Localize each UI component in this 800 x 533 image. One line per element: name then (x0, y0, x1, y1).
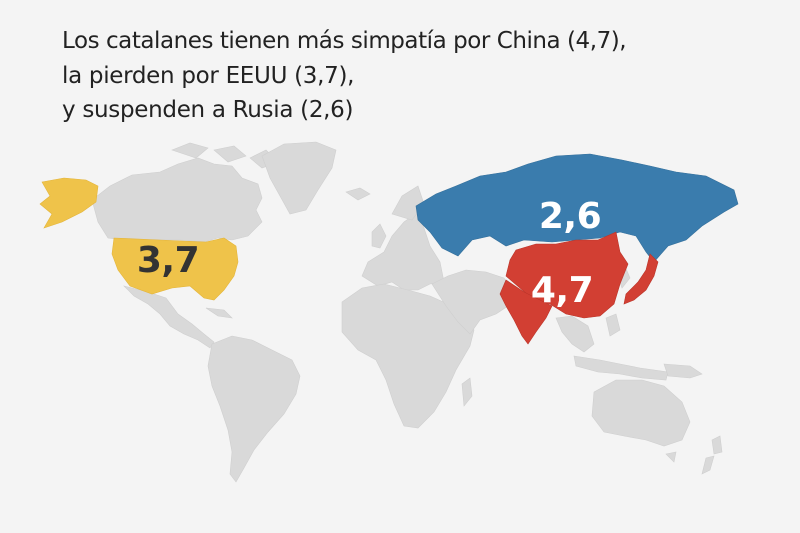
land-british-isles (371, 223, 387, 249)
land-australia (591, 379, 691, 447)
value-label-usa: 3,7 (137, 240, 199, 281)
land-south-america (207, 335, 301, 483)
land-greenland (261, 141, 337, 215)
headline-line-3: y suspenden a Rusia (2,6) (62, 97, 354, 123)
country-usa (111, 237, 239, 301)
land-madagascar (461, 377, 473, 407)
land-indonesia (573, 313, 669, 381)
map-headline: Los catalanes tienen más simpatía por Ch… (62, 24, 742, 128)
land-europe (361, 211, 445, 291)
country-india (499, 279, 553, 345)
land-africa (341, 283, 475, 429)
land-new-guinea (663, 363, 703, 379)
land-mexico (123, 285, 215, 349)
value-label-china: 4,7 (531, 270, 593, 311)
land-canada (91, 157, 263, 243)
headline-line-2: la pierden por EEUU (3,7), (62, 62, 355, 89)
land-caribbean (205, 307, 233, 319)
land-southeast-asia (555, 315, 595, 353)
country-usa-alaska (39, 177, 99, 229)
value-labels: 3,7 2,6 4,7 (137, 196, 602, 311)
land-tasmania (665, 451, 677, 463)
land-new-zealand (701, 435, 723, 475)
base-land (91, 141, 723, 483)
land-scandinavia (391, 185, 425, 221)
headline-line-1: Los catalanes tienen más simpatía por Ch… (62, 28, 627, 54)
land-iceland (345, 187, 371, 201)
country-russia (415, 153, 739, 263)
value-label-russia: 2,6 (539, 196, 601, 237)
highlighted-countries (39, 153, 739, 345)
country-china (505, 231, 629, 319)
country-japan (623, 253, 659, 305)
